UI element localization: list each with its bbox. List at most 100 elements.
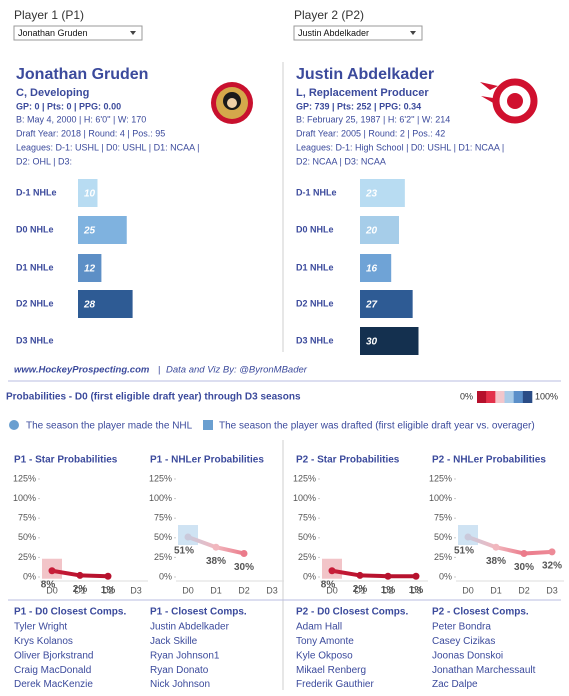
player-dropdown[interactable]	[13, 25, 143, 41]
value-label: 51%	[174, 546, 194, 557]
player-dropdown[interactable]	[293, 25, 423, 41]
bar-category: D1 NHLe	[16, 262, 54, 272]
legend-swatch	[513, 391, 524, 403]
value-label: 38%	[486, 556, 506, 567]
comp-name: Justin Abdelkader	[150, 622, 230, 633]
footer-separator: |	[158, 365, 160, 376]
player-bio: D2: OHL | D3:	[16, 156, 72, 166]
dropdown-value: Justin Abdelkader	[298, 28, 369, 38]
legend-swatch	[504, 391, 514, 403]
bar	[360, 327, 419, 355]
footer-site: www.HockeyProspecting.com	[14, 365, 150, 376]
chart-title: P2 - NHLer Probabilities	[432, 455, 546, 466]
bar-category: D3 NHLe	[296, 335, 334, 345]
footer-credit: Data and Viz By: @ByronMBader	[166, 365, 308, 376]
bar-category: D0 NHLe	[296, 224, 334, 234]
x-tick-label: D3	[266, 585, 278, 595]
comp-name: Derek MacKenzie	[14, 679, 93, 690]
bar	[78, 254, 102, 282]
value-label: 8%	[321, 579, 336, 590]
line	[466, 535, 554, 556]
player-bio: D2: NCAA | D3: NCAA	[296, 156, 386, 166]
bar-value-label: 23	[365, 189, 378, 200]
comp-name: Tyler Wright	[14, 622, 67, 633]
x-tick-label: D3	[130, 585, 142, 595]
y-tick-label: 100%	[293, 493, 316, 503]
bar-category: D-1 NHLe	[16, 187, 57, 197]
value-label: 1%	[381, 585, 396, 596]
comp-name: Craig MacDonald	[14, 665, 91, 676]
bar-category: D0 NHLe	[16, 224, 54, 234]
x-tick-label: D3	[546, 585, 558, 595]
bar	[360, 216, 399, 244]
y-tick-label: 25%	[434, 552, 452, 562]
x-tick-label: D3	[410, 585, 422, 595]
legend-swatch	[477, 391, 487, 403]
bar-category: D2 NHLe	[296, 298, 334, 308]
player-role: L, Replacement Producer	[296, 87, 429, 99]
player-bio: Leagues: D-1: High School | D0: USHL | D…	[296, 142, 504, 152]
value-label: 2%	[353, 584, 368, 595]
y-tick-label: 100%	[429, 493, 452, 503]
bar-value-label: 10	[84, 189, 96, 200]
comp-name: Adam Hall	[296, 622, 342, 633]
dropdown-arrow	[130, 31, 136, 35]
y-tick-label: 100%	[149, 493, 172, 503]
point	[328, 567, 336, 575]
x-tick-label: D2	[238, 585, 250, 595]
comps-title: P1 - Closest Comps.	[150, 607, 247, 618]
x-tick-label: D1	[354, 585, 366, 595]
bar-category: D3 NHLe	[16, 335, 54, 345]
y-tick-label: 25%	[298, 552, 316, 562]
point	[212, 543, 220, 551]
senators-logo	[211, 82, 253, 124]
comp-name: Kyle Okposo	[296, 650, 353, 661]
point	[520, 549, 528, 557]
x-tick-label: D0	[182, 585, 194, 595]
point	[464, 533, 472, 541]
comp-name: Peter Bondra	[432, 622, 491, 633]
player-label: Player 1 (P1)	[14, 8, 84, 22]
legend-swatch	[486, 391, 496, 403]
y-tick-label: 0%	[303, 571, 316, 581]
comp-name: Krys Kolanos	[14, 636, 73, 647]
comp-name: Oliver Bjorkstrand	[14, 650, 93, 661]
player-role: C, Developing	[16, 87, 89, 99]
comp-name: Ryan Donato	[150, 665, 209, 676]
x-tick-label: D2	[102, 585, 114, 595]
player-bio: Draft Year: 2005 | Round: 2 | Pos.: 42	[296, 128, 445, 138]
comp-name: Zac Dalpe	[432, 679, 478, 690]
bar-value-label: 27	[365, 300, 378, 311]
y-tick-label: 50%	[154, 532, 172, 542]
player-name: Jonathan Gruden	[16, 66, 148, 83]
comps-title: P1 - D0 Closest Comps.	[14, 607, 126, 618]
y-tick-label: 75%	[434, 513, 452, 523]
bar-value-label: 30	[366, 337, 378, 348]
y-tick-label: 0%	[159, 571, 172, 581]
comps-title: P2 - D0 Closest Comps.	[296, 607, 408, 618]
red-wings-logo	[480, 78, 538, 124]
y-tick-label: 0%	[23, 571, 36, 581]
legend-high: 100%	[535, 391, 558, 401]
point	[412, 572, 420, 580]
y-tick-label: 25%	[18, 552, 36, 562]
bar	[360, 254, 392, 282]
comp-name: Mikael Renberg	[296, 665, 366, 676]
x-tick-label: D0	[46, 585, 58, 595]
bar-value-label: 25	[83, 226, 96, 237]
comp-name: Frederik Gauthier	[296, 679, 374, 690]
value-label: 38%	[206, 556, 226, 567]
value-label: 30%	[514, 562, 534, 573]
dropdown-arrow	[410, 31, 416, 35]
point	[548, 548, 556, 556]
y-tick-label: 125%	[429, 473, 452, 483]
chart-title: P1 - Star Probabilities	[14, 455, 118, 466]
y-tick-label: 125%	[149, 473, 172, 483]
player-label: Player 2 (P2)	[294, 8, 364, 22]
y-tick-label: 75%	[298, 513, 316, 523]
value-label: 32%	[542, 561, 562, 572]
bar-value-label: 20	[365, 226, 378, 237]
chart-title: P1 - NHLer Probabilities	[150, 455, 264, 466]
x-tick-label: D1	[490, 585, 502, 595]
value-label: 1%	[409, 585, 424, 596]
